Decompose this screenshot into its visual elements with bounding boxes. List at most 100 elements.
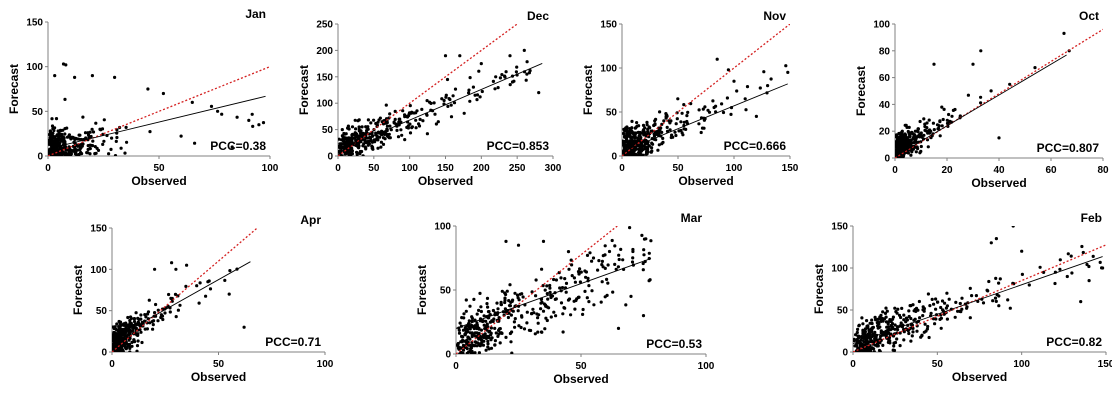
data-point xyxy=(895,151,899,155)
data-point xyxy=(645,123,649,127)
data-point xyxy=(86,133,91,137)
data-point xyxy=(478,344,482,348)
data-point xyxy=(509,300,513,304)
data-point xyxy=(58,141,62,145)
data-point xyxy=(878,315,882,320)
data-point xyxy=(118,326,122,330)
data-point xyxy=(173,292,178,296)
data-point xyxy=(913,317,917,321)
data-point xyxy=(369,121,373,125)
y-tick-label: 0 xyxy=(37,152,43,163)
data-point xyxy=(1008,82,1012,86)
data-point xyxy=(1091,254,1095,258)
data-point xyxy=(979,95,983,99)
data-point xyxy=(1062,31,1066,35)
data-point xyxy=(472,326,476,331)
data-point xyxy=(879,329,883,333)
y-tick-label: 50 xyxy=(440,286,452,297)
data-point xyxy=(997,136,1001,140)
y-tick-label: 0 xyxy=(327,152,333,163)
data-point xyxy=(114,327,118,332)
data-point xyxy=(125,346,129,350)
data-point xyxy=(72,136,76,140)
data-point xyxy=(469,346,473,350)
data-point xyxy=(600,280,604,284)
data-point xyxy=(902,136,906,140)
data-point xyxy=(896,136,900,140)
data-point xyxy=(61,128,65,132)
data-point xyxy=(370,146,374,150)
data-point xyxy=(948,119,952,123)
data-point xyxy=(521,295,525,299)
data-point xyxy=(1065,274,1069,279)
data-point xyxy=(115,135,119,140)
x-tick-label: 50 xyxy=(213,359,225,370)
data-point xyxy=(878,341,882,345)
data-point xyxy=(641,123,646,127)
data-point xyxy=(885,309,889,313)
data-point xyxy=(989,89,993,93)
data-point xyxy=(57,131,61,135)
data-point xyxy=(539,301,543,305)
data-point xyxy=(889,324,894,328)
data-point xyxy=(530,311,534,316)
data-point xyxy=(94,151,98,155)
data-point xyxy=(168,310,172,314)
data-point xyxy=(1020,272,1024,276)
data-point xyxy=(125,334,129,338)
data-point xyxy=(606,281,610,285)
reference-line xyxy=(853,244,1106,352)
data-point xyxy=(951,108,956,112)
data-point xyxy=(128,350,132,352)
data-point xyxy=(124,340,128,344)
data-point xyxy=(496,334,500,338)
data-point xyxy=(475,331,479,335)
data-point xyxy=(466,335,470,339)
data-point xyxy=(926,145,930,149)
data-point xyxy=(981,301,986,305)
data-point xyxy=(1079,300,1083,304)
data-point xyxy=(919,144,923,149)
data-point xyxy=(167,292,171,297)
data-point xyxy=(566,298,571,302)
data-point xyxy=(130,340,134,344)
data-point xyxy=(485,302,489,306)
data-point xyxy=(77,137,81,141)
data-point xyxy=(567,267,571,271)
data-point xyxy=(83,131,88,135)
data-point xyxy=(223,278,227,282)
data-point xyxy=(119,346,123,350)
data-point xyxy=(480,340,484,344)
data-point xyxy=(425,113,429,117)
y-tick-label: 100 xyxy=(873,20,890,31)
data-point xyxy=(573,280,578,284)
data-point xyxy=(485,296,490,300)
data-point xyxy=(478,95,482,99)
data-point xyxy=(408,104,412,108)
data-point xyxy=(915,329,919,333)
data-point xyxy=(88,130,92,134)
data-point xyxy=(405,125,409,129)
data-point xyxy=(154,302,158,307)
data-point xyxy=(360,125,364,129)
data-point xyxy=(453,87,458,91)
data-point xyxy=(622,143,626,147)
data-point xyxy=(545,292,549,296)
data-point xyxy=(156,319,160,323)
data-point xyxy=(657,143,661,147)
data-point xyxy=(914,306,919,310)
data-point xyxy=(472,297,476,301)
data-point xyxy=(909,304,913,308)
data-point xyxy=(122,322,126,326)
data-point xyxy=(63,132,67,136)
data-point xyxy=(625,139,629,143)
data-point xyxy=(408,122,412,126)
data-point xyxy=(465,338,469,342)
data-point xyxy=(50,131,54,135)
panel-title: Nov xyxy=(763,9,786,23)
data-point xyxy=(541,239,546,243)
x-tick-label: 100 xyxy=(726,163,743,174)
data-point xyxy=(350,136,354,140)
data-point xyxy=(1085,262,1089,267)
y-tick-label: 0 xyxy=(884,154,890,165)
